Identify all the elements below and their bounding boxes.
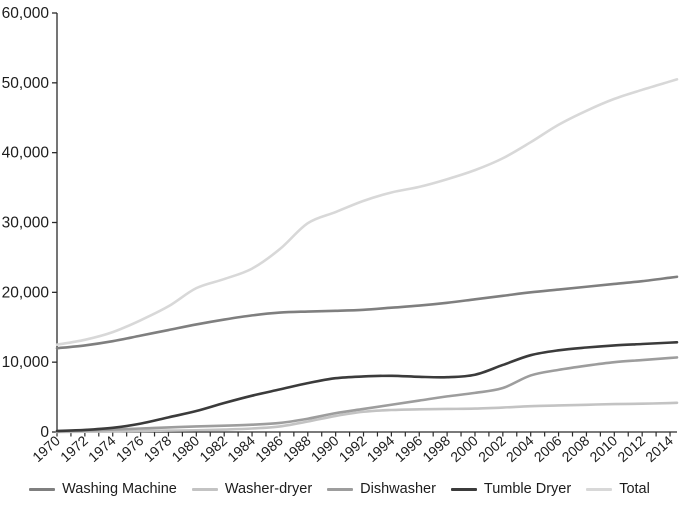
legend-line-swatch xyxy=(586,487,613,491)
x-tick-label: 1984 xyxy=(224,432,258,465)
x-tick-label: 2000 xyxy=(447,432,481,465)
legend-line-swatch xyxy=(327,487,354,491)
x-tick-label: 1998 xyxy=(419,432,453,465)
series-line-washing-machine xyxy=(55,275,679,350)
x-tick-label: 1976 xyxy=(113,432,147,465)
legend-item-total: Total xyxy=(586,481,650,497)
legend-item-dishwasher: Dishwasher xyxy=(327,481,436,497)
x-tick-label: 1974 xyxy=(85,432,119,465)
y-tick-label: 40,000 xyxy=(2,145,50,162)
x-tick-label: 2002 xyxy=(475,432,509,465)
y-tick-label: 0 xyxy=(40,424,49,441)
x-tick-label: 1972 xyxy=(57,432,91,465)
x-tick-label: 1982 xyxy=(196,432,230,465)
x-tick-label: 1986 xyxy=(252,432,286,465)
x-tick-label: 1970 xyxy=(29,432,63,465)
legend-label: Washing Machine xyxy=(62,481,177,497)
chart-legend: Washing Machine Washer-dryer Dishwasher … xyxy=(0,481,679,497)
series-line-washer-dryer xyxy=(55,401,679,434)
legend-label: Washer-dryer xyxy=(224,481,313,497)
legend-line-swatch xyxy=(29,487,56,491)
x-tick-label: 2004 xyxy=(503,432,537,465)
x-tick-label: 2008 xyxy=(559,432,593,465)
x-tick-label: 1994 xyxy=(364,432,398,465)
x-tick-label: 2014 xyxy=(642,432,676,465)
x-tick-label: 1996 xyxy=(391,432,425,465)
legend-line-swatch xyxy=(450,487,477,491)
series-line-dishwasher xyxy=(55,356,679,433)
y-tick-label: 60,000 xyxy=(2,5,50,22)
x-tick-label: 2012 xyxy=(614,432,648,465)
y-tick-label: 20,000 xyxy=(2,284,50,301)
y-tick-label: 30,000 xyxy=(2,215,50,232)
x-tick-label: 1978 xyxy=(141,432,175,465)
x-tick-label: 2006 xyxy=(531,432,565,465)
legend-item-washer-dryer: Washer-dryer xyxy=(191,481,313,497)
x-tick-label: 1988 xyxy=(280,432,314,465)
x-tick-label: 1992 xyxy=(336,432,370,465)
x-tick-label: 1990 xyxy=(308,432,342,465)
series-line-tumble-dryer xyxy=(55,340,679,433)
legend-line-swatch xyxy=(191,487,218,491)
legend-label: Dishwasher xyxy=(360,481,436,497)
legend-item-washing-machine: Washing Machine xyxy=(29,481,177,497)
y-tick-label: 50,000 xyxy=(2,75,50,92)
x-tick-label: 2010 xyxy=(586,432,620,465)
legend-label: Tumble Dryer xyxy=(483,481,572,497)
series-line-total xyxy=(55,78,679,347)
legend-label: Total xyxy=(619,481,650,497)
y-tick-label: 10,000 xyxy=(2,354,50,371)
legend-item-tumble-dryer: Tumble Dryer xyxy=(450,481,572,497)
x-tick-label: 1980 xyxy=(168,432,202,465)
